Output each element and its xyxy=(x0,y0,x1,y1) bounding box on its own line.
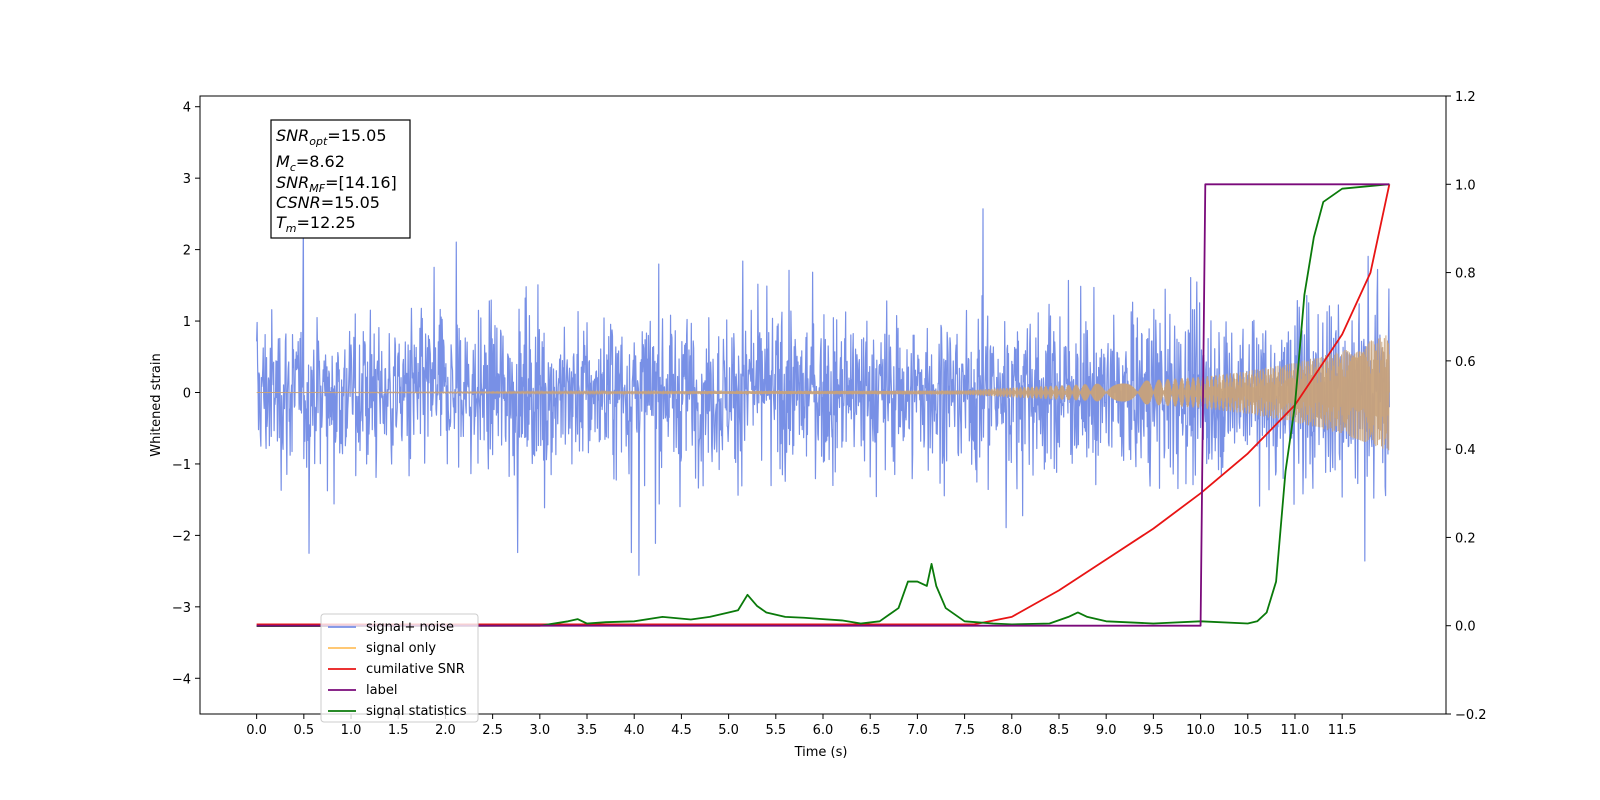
annotation-box: SNRopt=15.05 Mc=8.62 SNRMF=[14.16] CSNR=… xyxy=(270,119,411,239)
y2-tick-label: 1.2 xyxy=(1455,90,1476,105)
x-tick-label: 9.5 xyxy=(1143,723,1164,738)
y-tick-label: 4 xyxy=(183,101,191,116)
annotation-snr-mf: SNRMF=[14.16] xyxy=(276,173,397,195)
x-tick-label: 10.0 xyxy=(1186,723,1215,738)
y-axis-right: −0.2 0.0 0.2 0.4 0.6 0.8 1.0 1.2 xyxy=(1446,90,1487,723)
y-tick-label: 0 xyxy=(183,386,191,401)
annotation-mc: Mc=8.62 xyxy=(276,152,345,174)
x-tick-label: 1.0 xyxy=(341,723,362,738)
y-tick-label: 1 xyxy=(183,315,191,330)
x-tick-label: 4.5 xyxy=(671,723,692,738)
legend-label: signal only xyxy=(366,641,436,656)
series-cumulative-snr xyxy=(256,184,1391,626)
y-tick-label: −4 xyxy=(172,672,191,687)
x-tick-label: 0.0 xyxy=(246,723,267,738)
legend-label: signal statistics xyxy=(366,704,467,719)
y2-tick-label: 1.0 xyxy=(1455,178,1476,193)
legend: signal+ noise signal only cumilative SNR la… xyxy=(320,613,479,723)
x-tick-label: 6.5 xyxy=(860,723,881,738)
annotation-tm: Tm=12.25 xyxy=(276,213,356,235)
y2-tick-label: 0.8 xyxy=(1455,267,1476,282)
x-tick-label: 2.5 xyxy=(482,723,503,738)
x-tick-label: 5.0 xyxy=(718,723,739,738)
y-axis-label: Whitened strain xyxy=(149,353,164,456)
series-signal-noise xyxy=(256,208,1390,576)
x-tick-label: 7.5 xyxy=(954,723,975,738)
x-tick-label: 11.0 xyxy=(1280,723,1309,738)
x-tick-label: 2.0 xyxy=(435,723,456,738)
y2-tick-label: 0.6 xyxy=(1455,355,1476,370)
x-tick-label: 11.5 xyxy=(1328,723,1357,738)
x-axis-label: Time (s) xyxy=(794,745,848,760)
annotation-csnr: CSNR=15.05 xyxy=(276,193,380,212)
series-signal-only xyxy=(256,335,1390,451)
annotation-snr-opt: SNRopt=15.05 xyxy=(276,126,387,148)
x-tick-label: 3.0 xyxy=(529,723,550,738)
x-tick-label: 4.0 xyxy=(624,723,645,738)
x-tick-label: 3.5 xyxy=(577,723,598,738)
x-tick-label: 8.0 xyxy=(1001,723,1022,738)
y-tick-label: 2 xyxy=(183,244,191,259)
y-axis-left: −4 −3 −2 −1 0 1 2 3 4 xyxy=(172,101,200,687)
x-tick-label: 5.5 xyxy=(765,723,786,738)
y2-tick-label: 0.4 xyxy=(1455,443,1476,458)
series-signal-statistics xyxy=(256,183,1390,628)
x-tick-label: 0.5 xyxy=(293,723,314,738)
y-tick-label: 3 xyxy=(183,172,191,187)
series-label xyxy=(256,183,1390,627)
x-axis: 0.0 0.5 1.0 1.5 2.0 2.5 3.0 3.5 4.0 4.5 5.0 5.5 6.0 6… xyxy=(246,714,1357,738)
y2-tick-label: 0.2 xyxy=(1455,531,1476,546)
x-tick-label: 7.0 xyxy=(907,723,928,738)
legend-label: cumilative SNR xyxy=(366,662,465,677)
y2-tick-label: −0.2 xyxy=(1455,708,1487,723)
y-tick-label: −1 xyxy=(172,458,191,473)
x-tick-label: 6.0 xyxy=(813,723,834,738)
y-tick-label: −3 xyxy=(172,601,191,616)
series-layer xyxy=(256,183,1391,628)
y2-tick-label: 0.0 xyxy=(1455,620,1476,635)
x-tick-label: 10.5 xyxy=(1233,723,1262,738)
x-tick-label: 9.0 xyxy=(1096,723,1117,738)
legend-label: label xyxy=(366,683,397,698)
x-tick-label: 1.5 xyxy=(388,723,409,738)
y-tick-label: −2 xyxy=(172,529,191,544)
legend-label: signal+ noise xyxy=(366,620,454,635)
x-tick-label: 8.5 xyxy=(1049,723,1070,738)
